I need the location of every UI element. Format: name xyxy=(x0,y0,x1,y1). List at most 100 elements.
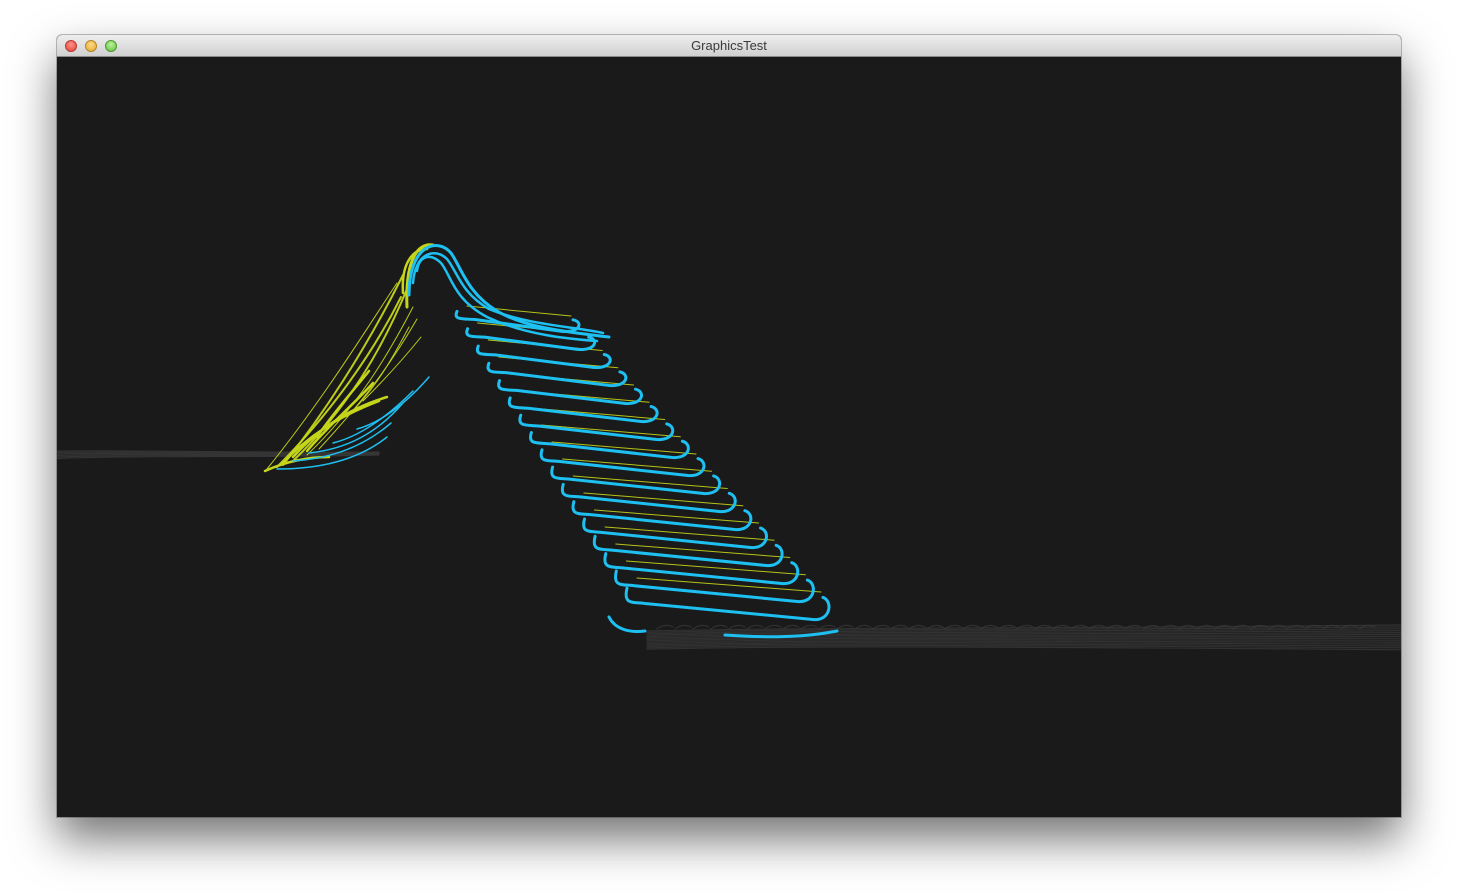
blue-loop xyxy=(582,517,768,550)
blue-loop xyxy=(560,482,737,514)
shadow-tick xyxy=(1178,624,1196,630)
shadow-strand-right xyxy=(646,643,1401,647)
yellow-strand xyxy=(346,326,410,418)
shadow-tick xyxy=(1142,624,1160,630)
loop-top-edge xyxy=(572,475,728,489)
blue-tail xyxy=(276,436,388,470)
loop-top-edge xyxy=(583,492,744,507)
shadow-tick xyxy=(1232,624,1250,630)
blue-tail xyxy=(308,402,404,454)
shadow-tick xyxy=(962,624,980,630)
shadow-tick xyxy=(890,624,908,630)
window-title: GraphicsTest xyxy=(691,38,767,53)
loop-top-edge xyxy=(562,458,713,472)
base-loop xyxy=(723,629,839,639)
title-bar[interactable]: GraphicsTest xyxy=(57,35,1401,57)
shadow-tick xyxy=(1340,624,1358,630)
shadow-strand-left xyxy=(57,451,380,454)
shadow-tick xyxy=(1214,624,1232,630)
yellow-rib xyxy=(315,369,371,439)
shadow-tick xyxy=(998,624,1016,630)
blue-loop xyxy=(486,361,628,388)
shadow-tick xyxy=(872,624,890,630)
shadow-strand-left xyxy=(57,452,380,455)
crest-loop xyxy=(415,255,599,343)
yellow-strand xyxy=(292,288,408,462)
shadow-strand-right xyxy=(646,628,1401,635)
shadow-tick xyxy=(908,624,926,630)
render-viewport[interactable] xyxy=(57,57,1401,817)
loop-top-edge xyxy=(604,526,775,541)
shadow-tick xyxy=(800,624,818,630)
yellow-strand xyxy=(318,318,418,450)
ribbon-blue-loops xyxy=(276,244,839,639)
shadow-tick xyxy=(1106,624,1124,630)
shadow-tick xyxy=(1322,624,1340,630)
shadow-tick xyxy=(944,624,962,630)
blue-loop xyxy=(592,534,784,568)
blue-loop xyxy=(507,396,659,424)
shadow-tick xyxy=(692,624,710,630)
loop-top-edge xyxy=(615,543,791,558)
loop-top-edge xyxy=(636,577,822,593)
blue-loop xyxy=(571,500,753,532)
shadow-strand-right xyxy=(646,642,1401,646)
shadow-tick xyxy=(1124,624,1142,630)
minimize-icon[interactable] xyxy=(85,40,97,52)
graphics-test-window: GraphicsTest xyxy=(57,35,1401,817)
shadow-tick xyxy=(1034,624,1052,630)
shadow-strand-right xyxy=(646,624,1401,632)
shadow-strand-right xyxy=(646,626,1401,633)
shadow-tick xyxy=(1358,624,1376,630)
loop-top-edge xyxy=(594,509,759,524)
zoom-icon[interactable] xyxy=(105,40,117,52)
shadow-tick xyxy=(746,624,764,630)
blue-loop xyxy=(475,344,612,370)
crest-loop xyxy=(411,251,605,335)
shadow-strand-right xyxy=(646,637,1401,642)
shadow-tick xyxy=(980,624,998,630)
close-icon[interactable] xyxy=(65,40,77,52)
shadow-tick xyxy=(710,624,728,630)
blue-loop xyxy=(614,569,815,604)
yellow-strand xyxy=(306,306,414,456)
loop-top-edge xyxy=(625,560,806,576)
blue-tail xyxy=(292,422,392,462)
shadow-tick xyxy=(656,624,674,630)
ribbon-render-canvas xyxy=(57,57,1401,817)
shadow-tick xyxy=(1286,624,1304,630)
yellow-rib xyxy=(305,381,375,453)
shadow-tick xyxy=(1016,624,1034,630)
yellow-strand xyxy=(276,296,402,468)
shadow-tick xyxy=(764,624,782,630)
blue-tail xyxy=(356,376,430,430)
canvas-background xyxy=(57,57,1401,817)
blue-loop xyxy=(624,586,831,622)
blue-loop xyxy=(529,431,690,460)
shadow-strand-right xyxy=(646,640,1401,645)
base-loop xyxy=(607,615,647,633)
blue-tail xyxy=(332,390,414,444)
shadow-tick xyxy=(818,624,836,630)
shadow-strand-right xyxy=(646,633,1401,639)
shadow-strand-right xyxy=(646,646,1401,651)
loop-top-edge xyxy=(551,441,697,455)
blue-loop xyxy=(497,379,643,406)
shadow-tick xyxy=(1070,624,1088,630)
ribbon-yellow-strands xyxy=(263,243,822,593)
shadow-tick xyxy=(674,624,692,630)
shadow-tick xyxy=(1304,624,1322,630)
loop-top-edge xyxy=(540,424,681,438)
shadow-tick xyxy=(728,624,746,630)
shadow-strand-right xyxy=(646,639,1401,643)
shadow-strand-right xyxy=(646,644,1401,649)
shadow-tick xyxy=(1160,624,1178,630)
blue-loop xyxy=(518,413,675,442)
shadow-tick xyxy=(782,624,800,630)
shadow-strand-left xyxy=(57,450,380,453)
blue-loop xyxy=(603,552,800,586)
yellow-strand xyxy=(266,282,398,470)
crest-yellow-edge xyxy=(405,243,435,309)
crest-loop xyxy=(407,244,611,339)
